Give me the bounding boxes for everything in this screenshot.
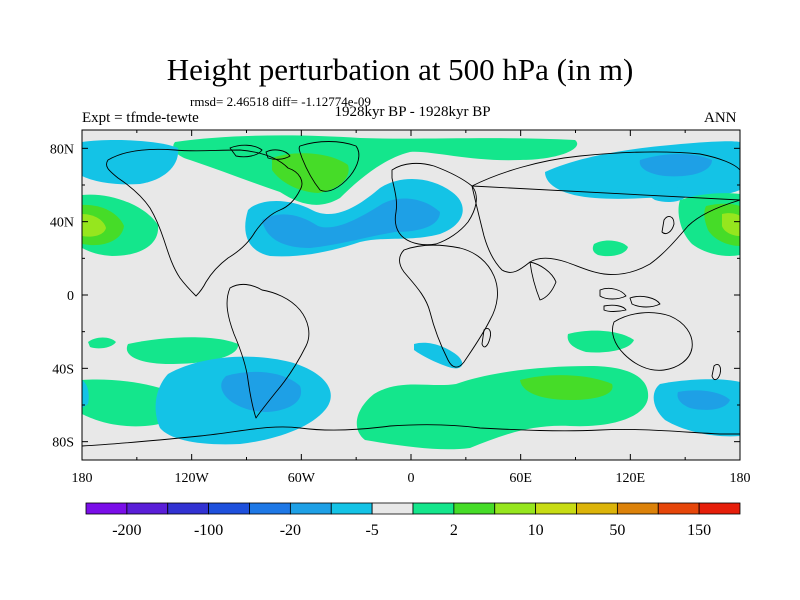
- anomaly-positive-indian-ocean-core: [520, 375, 613, 400]
- anomaly-positive-pacific-right-core: [722, 213, 740, 236]
- coastline-new-zealand: [711, 363, 721, 381]
- anomaly-negative-south-pacific-east-core: [677, 390, 730, 410]
- coastline-asia: [471, 151, 740, 275]
- anomaly-negative-america-atlantic-core: [262, 198, 440, 248]
- anomaly-negative-south-america-core: [221, 371, 302, 412]
- coastline-south-america: [226, 283, 310, 419]
- experiment-label: Expt = tfmde-tewte: [82, 110, 199, 126]
- lat-tick-label: 0: [67, 289, 74, 304]
- anomaly-positive-greenland-core: [272, 153, 349, 193]
- lat-tick-label: 40N: [50, 216, 74, 231]
- coastline-australia: [612, 312, 693, 371]
- lon-tick-label: 0: [408, 471, 415, 486]
- season-label: ANN: [704, 110, 737, 126]
- anomaly-positive-south-pacific-mid: [126, 337, 239, 364]
- anomaly-negative-east-asia-patch: [647, 186, 688, 202]
- map-title: Height perturbation at 500 hPa (in m): [166, 52, 634, 87]
- colorbar-swatch: [208, 502, 250, 515]
- coastline-arctic-islands: [229, 144, 291, 160]
- longitude-axis: 180 120W 60W 0 60E 120E 180: [72, 130, 751, 486]
- colorbar-label: 10: [528, 522, 544, 539]
- rmsd-diff-stats: rmsd= 2.46518 diff= -1.12774e-09: [190, 94, 371, 109]
- coastline-se-asia-islands: [599, 287, 661, 312]
- colorbar-label: 50: [609, 522, 625, 539]
- anomaly-positive-indian-ocean-small: [567, 330, 634, 353]
- colorbar: -200 -100 -20 -5 2 10 50 150: [85, 502, 741, 539]
- coastline-antarctica: [82, 424, 740, 447]
- colorbar-swatch: [371, 502, 414, 515]
- lon-tick-label: 60E: [509, 471, 532, 486]
- colorbar-swatch: [249, 502, 291, 515]
- period-label: 1928kyr BP - 1928kyr BP: [334, 104, 491, 120]
- coastline-north-america: [106, 148, 303, 297]
- colorbar-swatch: [289, 502, 332, 515]
- anomaly-negative-left-edge: [82, 380, 89, 408]
- colorbar-label: 150: [687, 522, 711, 539]
- anomaly-positive-north-atlantic: [173, 135, 578, 205]
- anomaly-positive-pacific-left-core: [82, 214, 106, 237]
- anomaly-negative-pacific-west: [82, 140, 179, 185]
- colorbar-swatch: [167, 502, 210, 515]
- colorbar-label: 2: [450, 522, 458, 539]
- lat-tick-label: 40S: [52, 362, 74, 377]
- lon-tick-label: 120E: [616, 471, 646, 486]
- colorbar-swatch: [453, 502, 496, 515]
- colorbar-swatch: [330, 502, 373, 515]
- coastline-greenland: [298, 141, 360, 192]
- colorbar-label: -200: [112, 522, 141, 539]
- coastline-madagascar: [481, 327, 491, 348]
- colorbar-swatch: [657, 502, 700, 515]
- lon-tick-label: 60W: [288, 471, 316, 486]
- lon-tick-label: 180: [72, 471, 93, 486]
- colorbar-swatch: [576, 502, 618, 515]
- latitude-axis: 80N 40N 0 40S 80S: [50, 142, 740, 451]
- anomaly-field: [82, 135, 740, 450]
- lat-tick-label: 80S: [52, 436, 74, 451]
- colorbar-swatch: [85, 502, 128, 515]
- colorbar-label: -100: [194, 522, 223, 539]
- colorbar-swatch: [412, 502, 455, 515]
- lon-tick-label: 120W: [175, 471, 210, 486]
- anomaly-negative-south-atlantic-small: [414, 342, 463, 369]
- coastlines: [82, 141, 740, 447]
- map-area: [82, 130, 740, 460]
- colorbar-swatch: [698, 502, 741, 515]
- lon-tick-label: 180: [730, 471, 751, 486]
- anomaly-positive-south-pacific-small: [88, 337, 116, 349]
- coastline-japan: [661, 216, 675, 235]
- colorbar-swatch: [535, 502, 577, 515]
- colorbar-swatch: [126, 502, 169, 515]
- lat-tick-label: 80N: [50, 142, 74, 157]
- colorbar-label: -20: [280, 522, 301, 539]
- colorbar-swatch: [494, 502, 537, 515]
- coastline-africa: [399, 244, 498, 368]
- anomaly-negative-eurasia-core: [639, 154, 712, 177]
- coastline-india: [529, 261, 557, 301]
- coastline-europe: [391, 162, 477, 246]
- colorbar-swatch: [616, 502, 659, 515]
- anomaly-positive-asia-patch: [592, 240, 628, 257]
- colorbar-label: -5: [365, 522, 378, 539]
